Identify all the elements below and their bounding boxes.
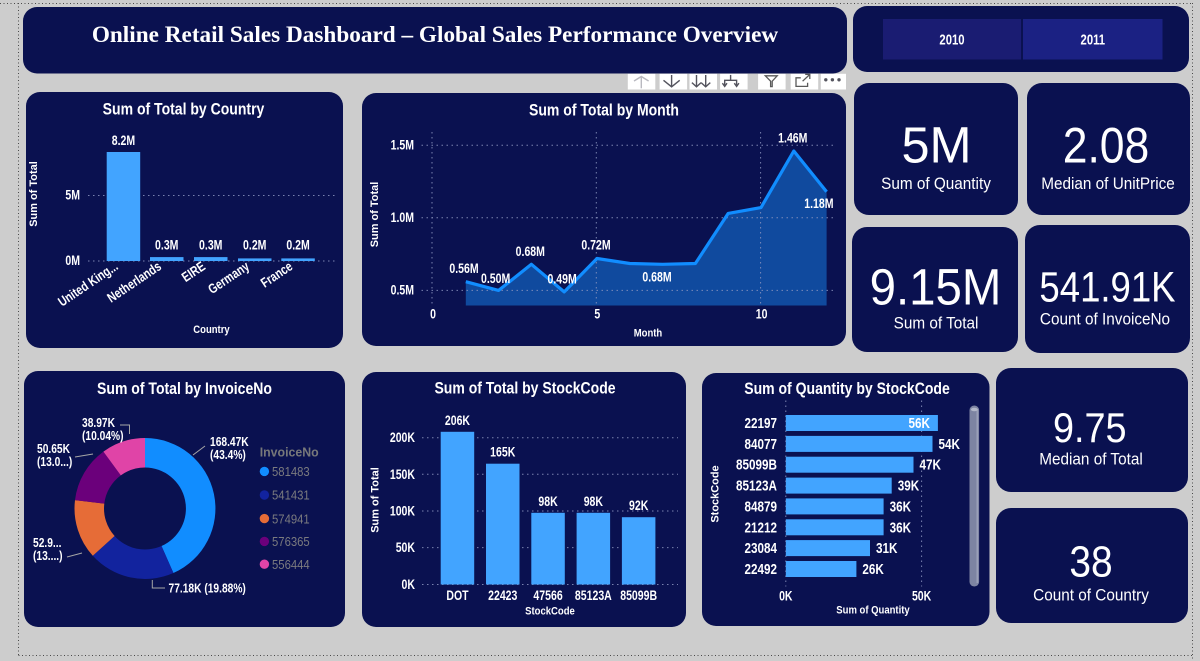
svg-text:Sum of Total: Sum of Total [28,161,40,227]
svg-text:31K: 31K [876,540,898,557]
svg-text:52.9...: 52.9... [33,537,61,550]
svg-text:9.15M: 9.15M [870,259,1002,316]
svg-text:(13....): (13....) [33,550,63,563]
svg-text:Count of Country: Count of Country [1033,587,1149,605]
svg-text:0.5M: 0.5M [391,282,414,298]
svg-text:165K: 165K [490,444,515,460]
svg-text:576365: 576365 [272,534,310,549]
svg-text:581483: 581483 [272,464,310,479]
svg-text:0.2M: 0.2M [243,237,266,253]
svg-text:77.18K (19.88%): 77.18K (19.88%) [169,583,246,596]
svg-text:5M: 5M [65,187,80,203]
svg-text:0.56M: 0.56M [449,261,478,277]
svg-text:Sum of Total by StockCode: Sum of Total by StockCode [434,380,615,398]
svg-text:556444: 556444 [272,557,310,572]
svg-text:StockCode: StockCode [525,606,575,618]
svg-text:1.5M: 1.5M [391,137,414,153]
svg-text:150K: 150K [390,467,415,483]
svg-text:84077: 84077 [744,436,777,453]
svg-text:85123A: 85123A [575,588,612,604]
svg-text:(10.04%): (10.04%) [82,430,124,443]
svg-text:56K: 56K [908,415,930,432]
svg-text:50.65K: 50.65K [37,443,71,456]
svg-text:0: 0 [430,306,436,322]
svg-text:Sum of Total: Sum of Total [369,182,381,248]
svg-text:Count of InvoiceNo: Count of InvoiceNo [1040,311,1170,329]
svg-text:85099B: 85099B [620,588,657,604]
svg-text:Median of Total: Median of Total [1039,451,1142,469]
svg-text:0K: 0K [402,577,416,593]
svg-text:22197: 22197 [744,415,777,432]
svg-text:22492: 22492 [744,561,777,578]
svg-text:0.50M: 0.50M [481,271,510,287]
svg-text:38.97K: 38.97K [82,417,116,430]
svg-text:85099B: 85099B [736,456,777,473]
svg-text:50K: 50K [396,540,416,556]
svg-text:5: 5 [594,306,600,322]
svg-text:Sum of Total by Month: Sum of Total by Month [529,101,679,119]
svg-text:85123A: 85123A [736,477,777,494]
svg-text:1.46M: 1.46M [778,130,807,146]
svg-text:0.3M: 0.3M [199,237,222,253]
svg-text:541431: 541431 [272,488,310,503]
svg-text:84879: 84879 [744,498,777,515]
svg-text:8.2M: 8.2M [112,133,135,149]
svg-text:0.72M: 0.72M [581,237,610,253]
svg-text:0.3M: 0.3M [155,237,178,253]
svg-text:Sum of Total: Sum of Total [894,315,979,333]
svg-text:(43.4%): (43.4%) [210,449,246,462]
svg-text:100K: 100K [390,503,415,519]
svg-text:0K: 0K [779,588,793,604]
svg-text:541.91K: 541.91K [1039,264,1175,311]
svg-text:50K: 50K [912,588,932,604]
svg-text:168.47K: 168.47K [210,436,249,449]
svg-text:98K: 98K [538,494,558,510]
svg-text:DOT: DOT [446,588,469,604]
svg-text:StockCode: StockCode [709,465,721,522]
svg-text:Online Retail Sales Dashboard: Online Retail Sales Dashboard – Global S… [92,21,779,47]
svg-text:23084: 23084 [744,540,777,557]
svg-text:0.68M: 0.68M [516,244,545,260]
svg-text:92K: 92K [629,498,649,514]
svg-text:(13.0...): (13.0...) [37,456,72,469]
svg-text:0M: 0M [65,253,80,269]
svg-text:1.0M: 1.0M [391,210,414,226]
svg-text:47566: 47566 [533,588,562,604]
svg-text:26K: 26K [862,561,884,578]
svg-text:Sum of Quantity by StockCode: Sum of Quantity by StockCode [744,380,950,398]
svg-text:Sum of Total: Sum of Total [369,467,381,533]
svg-text:2011: 2011 [1081,31,1106,48]
svg-text:Country: Country [193,324,230,336]
svg-text:9.75: 9.75 [1053,405,1127,451]
svg-text:1.18M: 1.18M [804,196,833,212]
svg-text:36K: 36K [890,519,912,536]
svg-text:206K: 206K [445,413,470,429]
svg-text:Sum of Total by Country: Sum of Total by Country [103,100,265,118]
svg-text:InvoiceNo: InvoiceNo [260,445,319,459]
svg-text:574941: 574941 [272,512,310,527]
svg-text:0.49M: 0.49M [547,271,576,287]
svg-text:36K: 36K [890,498,912,515]
svg-text:5M: 5M [901,116,971,173]
svg-text:Sum of Quantity: Sum of Quantity [836,605,910,617]
svg-text:2.08: 2.08 [1063,118,1150,174]
svg-text:0.68M: 0.68M [642,269,671,285]
svg-text:Sum of Total by InvoiceNo: Sum of Total by InvoiceNo [97,380,272,398]
svg-text:Sum of Quantity: Sum of Quantity [881,176,991,194]
svg-text:39K: 39K [898,477,920,494]
svg-text:54K: 54K [938,436,960,453]
svg-text:47K: 47K [919,456,941,473]
svg-text:22423: 22423 [488,588,517,604]
svg-text:0.2M: 0.2M [286,237,309,253]
svg-text:200K: 200K [390,430,415,446]
svg-text:10: 10 [756,306,768,322]
svg-text:2010: 2010 [939,31,964,48]
svg-text:38: 38 [1069,536,1112,586]
svg-text:Median of UnitPrice: Median of UnitPrice [1041,176,1175,194]
svg-text:98K: 98K [584,494,604,510]
svg-text:21212: 21212 [744,519,777,536]
svg-text:Month: Month [634,328,663,340]
